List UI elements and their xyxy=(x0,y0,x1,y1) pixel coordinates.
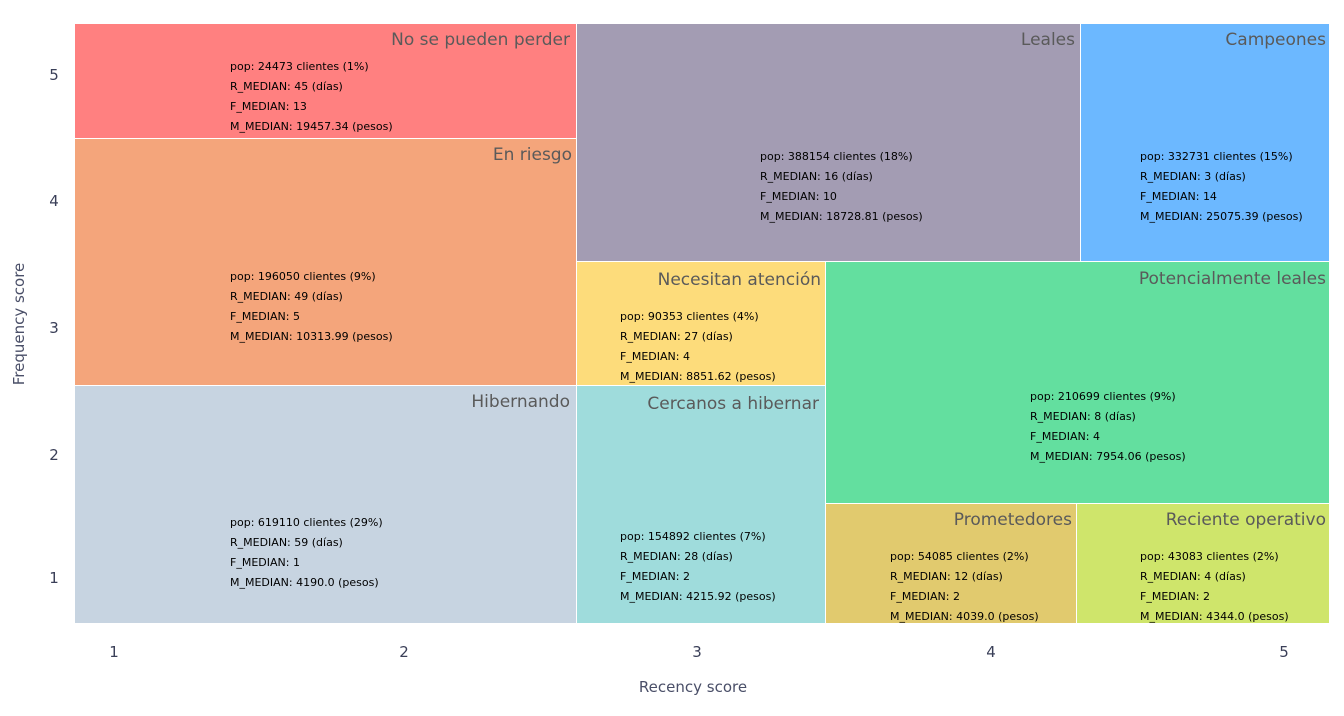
segment-hibernando: Hibernando pop: 619110 clientes (29%) R_ME… xyxy=(75,386,576,623)
segment-stat-line: R_MEDIAN: 4 (días) xyxy=(1140,570,1246,583)
segment-cell xyxy=(577,386,825,623)
segment-cell xyxy=(826,504,1076,623)
segment-stat-line: M_MEDIAN: 19457.34 (pesos) xyxy=(230,120,393,133)
segment-stat-line: F_MEDIAN: 14 xyxy=(1140,190,1217,203)
segment-cell xyxy=(577,262,825,385)
segment-stat-line: pop: 210699 clientes (9%) xyxy=(1030,390,1176,403)
x-tick-label: 2 xyxy=(399,643,409,661)
x-axis-label: Recency score xyxy=(639,678,747,696)
segment-title: Reciente operativo xyxy=(1166,510,1326,530)
segment-cell xyxy=(75,24,576,138)
segment-stat-line: R_MEDIAN: 28 (días) xyxy=(620,550,733,563)
segment-title: Cercanos a hibernar xyxy=(647,394,819,414)
segment-stat-line: pop: 332731 clientes (15%) xyxy=(1140,150,1293,163)
segment-stat-line: F_MEDIAN: 5 xyxy=(230,310,300,323)
segment-stat-line: pop: 54085 clientes (2%) xyxy=(890,550,1029,563)
segment-reciente-operativo: Reciente operativo pop: 43083 clientes (2… xyxy=(1077,504,1329,623)
segment-cell xyxy=(826,262,1329,503)
segment-cell xyxy=(577,24,1080,261)
segment-cell xyxy=(1077,504,1329,623)
segment-stat-line: R_MEDIAN: 12 (días) xyxy=(890,570,1003,583)
segment-cell xyxy=(75,386,576,623)
segment-stat-line: pop: 154892 clientes (7%) xyxy=(620,530,766,543)
segment-stat-line: M_MEDIAN: 18728.81 (pesos) xyxy=(760,210,923,223)
y-axis-ticks: 1 2 3 4 5 xyxy=(49,66,59,587)
y-tick-label: 3 xyxy=(49,319,59,337)
segment-stat-line: F_MEDIAN: 1 xyxy=(230,556,300,569)
segment-stat-line: R_MEDIAN: 59 (días) xyxy=(230,536,343,549)
segment-stat-line: M_MEDIAN: 4039.0 (pesos) xyxy=(890,610,1039,623)
segment-title: En riesgo xyxy=(493,145,572,165)
segment-cells: No se pueden perder pop: 24473 clientes (… xyxy=(75,24,1329,623)
segment-stat-line: pop: 90353 clientes (4%) xyxy=(620,310,759,323)
segment-en-riesgo: En riesgo pop: 196050 clientes (9%) R_MEDI… xyxy=(75,139,576,385)
y-tick-label: 1 xyxy=(49,569,59,587)
segment-stat-line: M_MEDIAN: 7954.06 (pesos) xyxy=(1030,450,1186,463)
y-axis-label: Frequency score xyxy=(10,263,28,386)
segment-title: Hibernando xyxy=(471,392,570,412)
segment-title: Campeones xyxy=(1225,30,1326,50)
segment-stat-line: pop: 619110 clientes (29%) xyxy=(230,516,383,529)
segment-stat-line: R_MEDIAN: 27 (días) xyxy=(620,330,733,343)
y-tick-label: 5 xyxy=(49,66,59,84)
segment-no-se-pueden-perder: No se pueden perder pop: 24473 clientes (… xyxy=(75,24,576,138)
segment-stat-line: M_MEDIAN: 4215.92 (pesos) xyxy=(620,590,776,603)
segment-stat-line: M_MEDIAN: 10313.99 (pesos) xyxy=(230,330,393,343)
segment-stat-line: F_MEDIAN: 4 xyxy=(1030,430,1100,443)
segment-stat-line: pop: 43083 clientes (2%) xyxy=(1140,550,1279,563)
segment-stat-line: R_MEDIAN: 8 (días) xyxy=(1030,410,1136,423)
segment-stat-line: pop: 388154 clientes (18%) xyxy=(760,150,913,163)
segment-stat-line: R_MEDIAN: 49 (días) xyxy=(230,290,343,303)
x-axis-ticks: 1 2 3 4 5 xyxy=(109,643,1289,661)
x-tick-label: 4 xyxy=(986,643,996,661)
segment-cell xyxy=(75,139,576,385)
x-tick-label: 5 xyxy=(1279,643,1289,661)
segment-stat-line: F_MEDIAN: 10 xyxy=(760,190,837,203)
segment-stat-line: R_MEDIAN: 45 (días) xyxy=(230,80,343,93)
x-tick-label: 3 xyxy=(692,643,702,661)
segment-cercanos-a-hibernar: Cercanos a hibernar pop: 154892 clientes … xyxy=(577,386,825,623)
segment-cell xyxy=(1081,24,1329,261)
segment-stat-line: M_MEDIAN: 4190.0 (pesos) xyxy=(230,576,379,589)
x-tick-label: 1 xyxy=(109,643,119,661)
segment-title: Potencialmente leales xyxy=(1139,269,1326,289)
segment-stat-line: M_MEDIAN: 25075.39 (pesos) xyxy=(1140,210,1303,223)
segment-necesitan-atencion: Necesitan atención pop: 90353 clientes (4… xyxy=(577,262,825,385)
segment-stat-line: F_MEDIAN: 2 xyxy=(1140,590,1210,603)
segment-potencialmente-leales: Potencialmente leales pop: 210699 cliente… xyxy=(826,262,1329,503)
segment-title: Leales xyxy=(1021,30,1075,50)
segment-prometedores: Prometedores pop: 54085 clientes (2%) R_ME… xyxy=(826,504,1076,623)
segment-leales: Leales pop: 388154 clientes (18%) R_MEDIAN… xyxy=(577,24,1080,261)
segment-title: No se pueden perder xyxy=(391,30,570,50)
segment-stat-line: pop: 24473 clientes (1%) xyxy=(230,60,369,73)
segment-stat-line: R_MEDIAN: 16 (días) xyxy=(760,170,873,183)
segment-stat-line: F_MEDIAN: 4 xyxy=(620,350,690,363)
segment-stat-line: R_MEDIAN: 3 (días) xyxy=(1140,170,1246,183)
segment-stat-line: F_MEDIAN: 13 xyxy=(230,100,307,113)
segment-title: Necesitan atención xyxy=(658,270,821,290)
segment-title: Prometedores xyxy=(954,510,1072,530)
segment-stat-line: M_MEDIAN: 8851.62 (pesos) xyxy=(620,370,776,383)
y-tick-label: 2 xyxy=(49,446,59,464)
y-tick-label: 4 xyxy=(49,192,59,210)
segment-stat-line: F_MEDIAN: 2 xyxy=(620,570,690,583)
segment-stat-line: M_MEDIAN: 4344.0 (pesos) xyxy=(1140,610,1289,623)
segment-stat-line: F_MEDIAN: 2 xyxy=(890,590,960,603)
segment-stat-line: pop: 196050 clientes (9%) xyxy=(230,270,376,283)
segment-campeones: Campeones pop: 332731 clientes (15%) R_MED… xyxy=(1081,24,1329,261)
